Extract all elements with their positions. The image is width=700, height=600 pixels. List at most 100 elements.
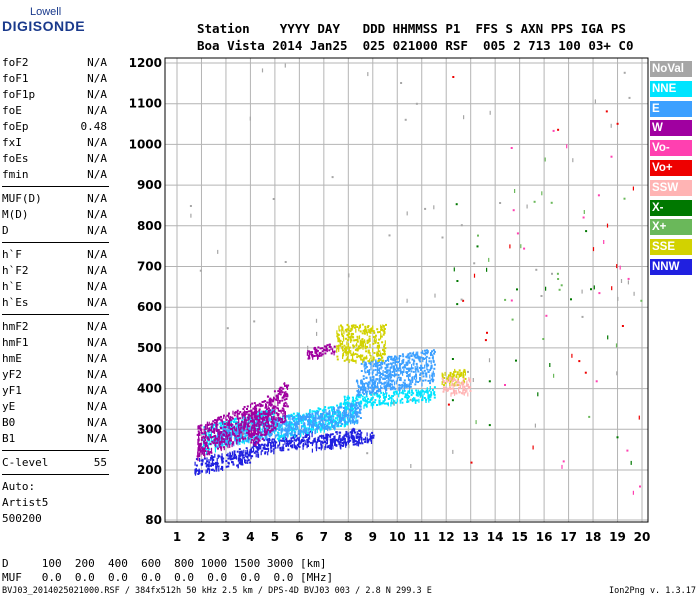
data-point-sse xyxy=(441,372,443,377)
data-point-w xyxy=(281,407,284,410)
data-point-w xyxy=(213,429,215,434)
data-point-w xyxy=(313,348,316,350)
data-point-nne xyxy=(249,427,252,430)
data-point-vo xyxy=(516,232,519,235)
data-point-e xyxy=(274,434,277,439)
data-point-w xyxy=(268,403,271,406)
data-point-e xyxy=(343,409,346,414)
data-point-w xyxy=(252,433,255,436)
data-point-w xyxy=(257,430,259,435)
data-point-e xyxy=(402,371,404,376)
data-point-noval xyxy=(272,198,275,200)
param-value: 55 xyxy=(93,456,107,469)
data-point-x xyxy=(451,358,454,360)
data-point-w xyxy=(207,438,210,441)
data-point-e xyxy=(407,361,409,366)
data-point-nne xyxy=(396,398,398,403)
data-point-nnw xyxy=(331,441,334,446)
data-point-nne xyxy=(373,393,376,396)
data-point-nne xyxy=(244,434,247,437)
data-point-vo xyxy=(598,292,601,295)
data-point-w xyxy=(228,423,231,426)
data-point-nne xyxy=(330,422,333,427)
data-point-nnw xyxy=(205,469,207,474)
data-point-vo xyxy=(626,449,629,452)
data-point-nne xyxy=(366,403,368,408)
param-name: foE xyxy=(2,104,22,117)
data-point-vo xyxy=(552,129,555,132)
data-point-e xyxy=(397,374,400,376)
param-name: yF1 xyxy=(2,384,22,397)
data-point-w xyxy=(313,355,316,357)
data-point-nnw xyxy=(354,443,357,446)
data-point-e xyxy=(394,355,397,358)
data-point-e xyxy=(357,406,359,409)
param-name: yE xyxy=(2,400,16,413)
param-row: hmF1 N/A xyxy=(2,335,109,351)
data-point-sse xyxy=(352,325,354,328)
data-point-nnw xyxy=(270,445,273,448)
data-point-e xyxy=(293,431,296,434)
data-point-e xyxy=(258,436,261,439)
data-point-e xyxy=(321,423,323,428)
data-point-e xyxy=(379,378,381,381)
data-point-vo xyxy=(621,325,624,327)
data-point-e xyxy=(429,367,432,370)
data-point-nnw xyxy=(256,450,258,453)
data-point-w xyxy=(229,432,231,437)
data-point-e xyxy=(387,375,389,380)
data-point-e xyxy=(395,356,398,359)
data-point-nne xyxy=(290,434,293,437)
data-point-sse xyxy=(356,342,358,347)
data-point-ssw xyxy=(462,382,464,387)
data-point-nne xyxy=(408,389,411,394)
data-point-e xyxy=(336,414,339,417)
data-point-noval xyxy=(620,279,623,283)
y-tick-label: 900 xyxy=(137,178,162,192)
data-point-nne xyxy=(416,391,418,394)
data-point-e xyxy=(308,412,310,415)
data-point-e xyxy=(428,360,431,363)
data-point-w xyxy=(258,428,260,431)
data-point-e xyxy=(431,350,433,353)
data-point-e xyxy=(416,353,418,358)
data-point-nne xyxy=(393,400,396,403)
data-point-e xyxy=(309,423,312,426)
data-point-sse xyxy=(347,345,349,350)
data-point-e xyxy=(398,367,400,372)
data-point-sse xyxy=(354,324,357,327)
data-point-w xyxy=(266,425,269,428)
data-point-nne xyxy=(361,395,364,398)
data-point-e xyxy=(288,427,290,432)
data-point-nne xyxy=(256,413,259,416)
data-point-w xyxy=(256,435,258,440)
data-point-e xyxy=(408,374,411,377)
data-point-nne xyxy=(344,397,346,401)
data-point-w xyxy=(234,425,236,430)
data-point-nne xyxy=(345,412,347,417)
data-point-nnw xyxy=(221,461,224,464)
data-point-w xyxy=(256,422,259,425)
data-point-w xyxy=(230,428,233,430)
data-point-sse xyxy=(377,342,380,344)
data-point-nnw xyxy=(356,435,359,438)
data-point-e xyxy=(409,380,411,385)
data-point-vo xyxy=(523,247,526,250)
data-point-e xyxy=(397,376,400,379)
data-point-w xyxy=(203,440,205,443)
data-point-nne xyxy=(385,402,388,405)
data-point-vo xyxy=(470,461,473,464)
data-point-nnw xyxy=(298,445,301,448)
data-point-e xyxy=(281,428,284,431)
data-point-nne xyxy=(416,392,418,397)
data-point-w xyxy=(232,441,235,444)
data-point-e xyxy=(285,433,288,436)
data-point-nne xyxy=(362,398,365,401)
data-point-e xyxy=(414,375,416,380)
data-point-nne xyxy=(202,444,205,447)
file-info-footer: BVJ03_2014025021000.RSF / 384fx512h 50 k… xyxy=(2,586,432,596)
data-point-e xyxy=(334,422,337,425)
data-point-e xyxy=(411,376,413,381)
data-point-sse xyxy=(345,330,348,333)
data-point-nnw xyxy=(282,437,285,440)
